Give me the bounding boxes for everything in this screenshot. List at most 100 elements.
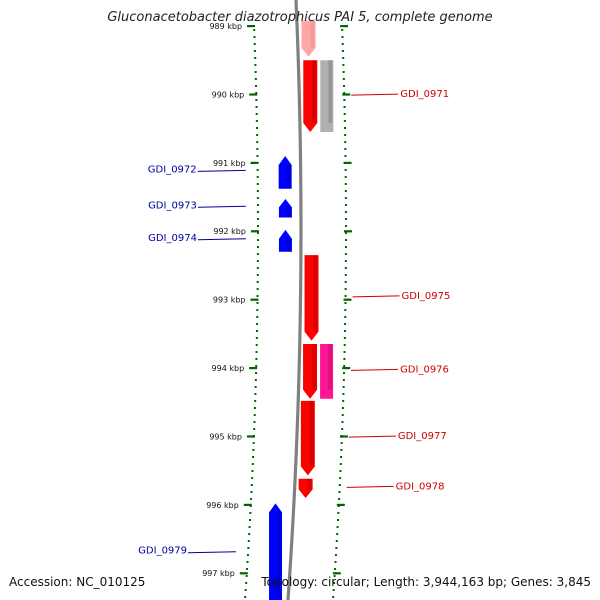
inner-dot bbox=[256, 232, 259, 234]
inner-dot bbox=[252, 456, 255, 458]
inner-dot bbox=[253, 414, 256, 416]
outer-dot bbox=[344, 267, 347, 269]
outer-dot bbox=[335, 547, 338, 549]
tick-label: 995 kbp bbox=[209, 432, 242, 441]
outer-dot bbox=[343, 92, 346, 94]
inner-dot bbox=[255, 127, 258, 129]
inner-dot bbox=[251, 470, 254, 472]
outer-dot bbox=[341, 29, 344, 31]
inner-dot bbox=[256, 148, 259, 150]
inner-dot bbox=[253, 43, 256, 45]
inner-dot bbox=[255, 351, 258, 353]
forward-gene-arrow bbox=[303, 60, 318, 133]
inner-dot bbox=[254, 379, 257, 381]
inner-dot bbox=[245, 582, 248, 584]
outer-dot bbox=[341, 36, 344, 38]
tick-label: 989 kbp bbox=[209, 22, 242, 31]
outer-dot bbox=[342, 379, 345, 381]
inner-tick bbox=[249, 93, 258, 96]
gene-shading bbox=[277, 512, 281, 600]
outer-dot bbox=[343, 351, 346, 353]
outer-dot bbox=[343, 113, 346, 115]
inner-dot bbox=[254, 57, 257, 59]
inner-dot bbox=[254, 71, 257, 73]
inner-dot bbox=[253, 421, 256, 423]
inner-dot bbox=[250, 498, 253, 500]
inner-dot bbox=[251, 463, 254, 465]
inner-dot bbox=[255, 92, 258, 94]
outer-dot bbox=[344, 197, 347, 199]
inner-dot bbox=[255, 120, 258, 122]
inner-dot bbox=[256, 169, 259, 171]
outer-dot bbox=[341, 414, 344, 416]
outer-dot bbox=[344, 246, 347, 248]
inner-dot bbox=[248, 526, 251, 528]
inner-dot bbox=[256, 211, 259, 213]
gene-label: GDI_0974 bbox=[148, 233, 197, 244]
inner-dot bbox=[255, 85, 258, 87]
inner-tick bbox=[246, 435, 255, 438]
inner-dot bbox=[246, 568, 249, 570]
inner-dot bbox=[255, 113, 258, 115]
label-leader-line bbox=[346, 485, 394, 488]
gene-label: GDI_0973 bbox=[148, 200, 197, 211]
inner-dot bbox=[252, 449, 255, 451]
inner-dot bbox=[244, 596, 247, 598]
outer-dot bbox=[344, 211, 347, 213]
outer-dot bbox=[344, 134, 347, 136]
outer-dot bbox=[344, 253, 347, 255]
inner-tick bbox=[250, 230, 259, 233]
tick-label: 990 kbp bbox=[212, 90, 245, 99]
inner-dot bbox=[254, 393, 257, 395]
inner-dot bbox=[256, 260, 259, 262]
tick-label: 996 kbp bbox=[206, 501, 239, 510]
inner-tick bbox=[243, 503, 252, 506]
outer-dot bbox=[344, 204, 347, 206]
outer-dot bbox=[341, 50, 344, 52]
outer-dot bbox=[344, 239, 347, 241]
outer-dot bbox=[343, 365, 346, 367]
outer-dot bbox=[343, 85, 346, 87]
outer-dot bbox=[338, 491, 341, 493]
outer-dot bbox=[339, 463, 342, 465]
reverse-gene-arrow bbox=[278, 229, 292, 252]
inner-dot bbox=[255, 358, 258, 360]
inner-dot bbox=[256, 190, 259, 192]
inner-dot bbox=[251, 477, 254, 479]
inner-dot bbox=[256, 239, 259, 241]
inner-dot bbox=[255, 99, 258, 101]
outer-dot bbox=[344, 260, 347, 262]
inner-dot bbox=[256, 302, 259, 304]
inner-dot bbox=[256, 155, 259, 157]
rna-feature-block bbox=[320, 344, 334, 399]
inner-dot bbox=[256, 295, 259, 297]
outer-tick bbox=[336, 503, 345, 506]
outer-tick bbox=[342, 93, 351, 96]
label-leader-line bbox=[197, 238, 246, 241]
gene-label: GDI_0977 bbox=[398, 431, 447, 442]
label-leader-line bbox=[351, 93, 399, 96]
outer-dot bbox=[336, 533, 339, 535]
reverse-gene-arrow bbox=[278, 155, 292, 189]
outer-dot bbox=[344, 176, 347, 178]
inner-dot bbox=[248, 533, 251, 535]
outer-dot bbox=[332, 596, 335, 598]
outer-dot bbox=[344, 141, 347, 143]
inner-dot bbox=[256, 274, 259, 276]
outer-dot bbox=[344, 288, 347, 290]
outer-tick bbox=[342, 367, 351, 370]
tick-label: 992 kbp bbox=[213, 227, 246, 236]
outer-dot bbox=[337, 512, 340, 514]
outer-dot bbox=[343, 106, 346, 108]
outer-dot bbox=[344, 155, 347, 157]
outer-dot bbox=[342, 400, 345, 402]
inner-dot bbox=[254, 78, 257, 80]
inner-dot bbox=[246, 554, 249, 556]
inner-dot bbox=[256, 309, 259, 311]
inner-dot bbox=[253, 29, 256, 31]
outer-dot bbox=[342, 64, 345, 66]
forward-gene-arrow bbox=[301, 20, 316, 57]
inner-dot bbox=[255, 337, 258, 339]
reverse-gene-arrow bbox=[278, 199, 292, 218]
gene-label: GDI_0971 bbox=[400, 89, 449, 100]
